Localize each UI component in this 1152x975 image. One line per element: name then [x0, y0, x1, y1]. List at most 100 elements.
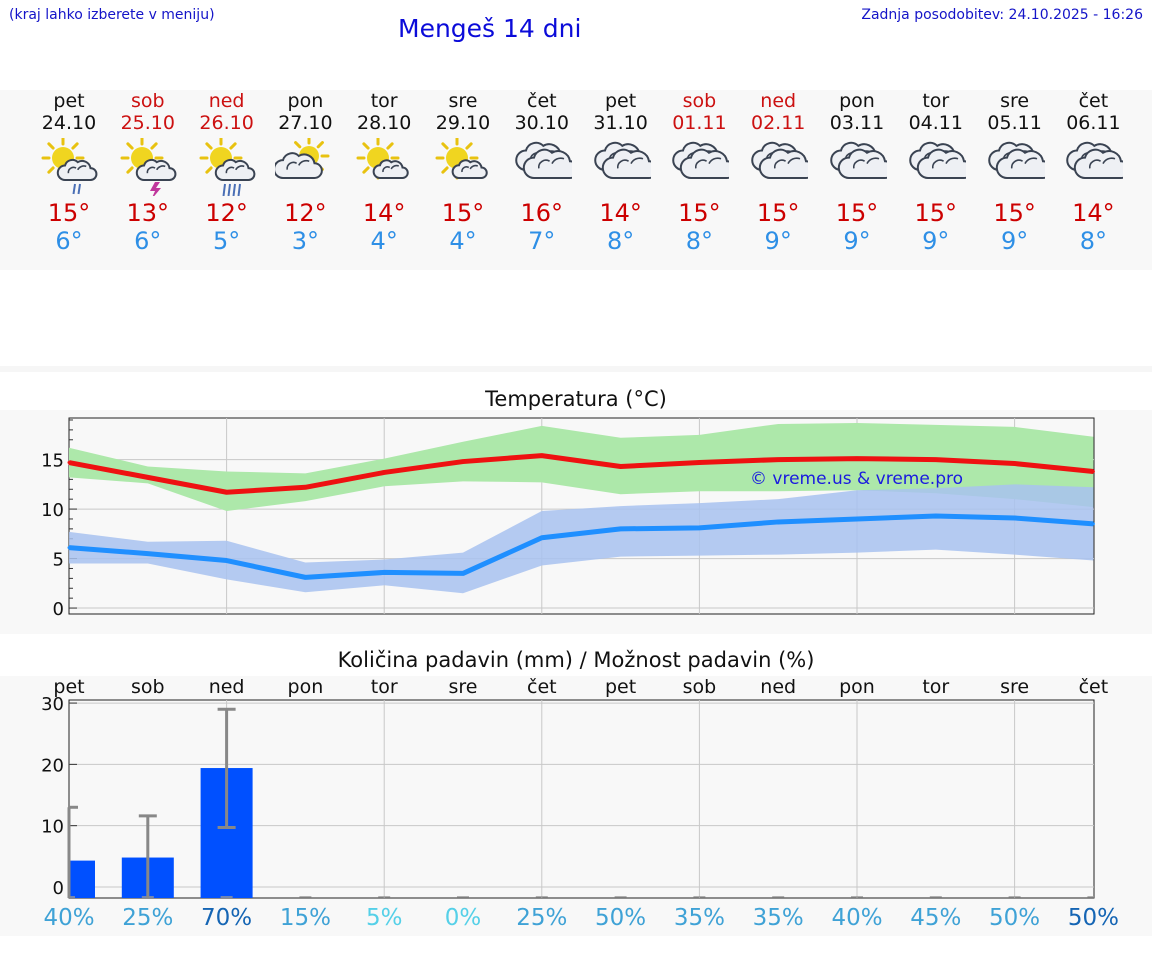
temp-max-point — [382, 470, 386, 474]
rain-day-label: ned — [209, 676, 245, 698]
page-title: Mengeš 14 dni — [398, 14, 582, 43]
precipitation-chart-title: Količina padavin (mm) / Možnost padavin … — [337, 648, 815, 672]
precipitation-probability: 25% — [516, 905, 568, 931]
max-temp: 14° — [1072, 199, 1115, 227]
rain-day-label: sob — [683, 676, 717, 698]
min-temp: 6° — [55, 227, 83, 255]
temp-min-point — [540, 536, 544, 540]
day-date: 24.10 — [41, 112, 97, 134]
min-temp: 8° — [685, 227, 714, 255]
precipitation-probability: 50% — [1067, 905, 1119, 931]
temp-min-point — [146, 552, 150, 556]
day-date: 03.11 — [829, 112, 885, 134]
precipitation-probability: 50% — [989, 905, 1041, 931]
day-date: 29.10 — [435, 112, 491, 134]
temp-max-point — [540, 454, 544, 458]
temp-max-point — [303, 485, 307, 489]
forecast-band — [0, 90, 1152, 270]
sun-small-cloud-icon — [435, 138, 488, 180]
rain-day-label: ned — [760, 676, 796, 698]
day-date: 31.10 — [593, 112, 648, 134]
sun-cloud-heavy-rain-icon — [199, 138, 256, 196]
day-name: pet — [604, 90, 637, 112]
cloudy-icon — [593, 141, 651, 179]
max-temp: 15° — [914, 199, 958, 227]
rain-tick-label: 30 — [41, 694, 64, 715]
chart-watermark: © vreme.us & vreme.pro — [750, 469, 963, 489]
temp-max-point — [776, 458, 780, 462]
rain-day-label: sre — [1000, 676, 1029, 698]
temp-min-point — [303, 575, 307, 579]
precipitation-probability: 35% — [752, 905, 804, 931]
min-temp: 4° — [449, 227, 477, 255]
cloudy-icon — [909, 141, 966, 179]
day-date: 01.11 — [672, 112, 727, 134]
max-temp: 15° — [47, 199, 91, 227]
max-temp: 14° — [599, 199, 642, 227]
rain-day-label: pet — [53, 676, 84, 698]
day-name: ned — [760, 90, 797, 112]
precipitation-probability: 45% — [910, 905, 962, 931]
min-temp: 7° — [528, 227, 556, 255]
day-date: 05.11 — [987, 112, 1042, 134]
rain-day-label: tor — [371, 676, 398, 698]
last-updated: Zadnja posodobitev: 24.10.2025 - 16:26 — [861, 7, 1143, 23]
max-temp: 15° — [678, 199, 721, 227]
rain-bar — [69, 860, 95, 898]
day-date: 04.11 — [908, 112, 963, 134]
rain-day-label: sre — [449, 676, 478, 698]
rain-tick-label: 10 — [41, 817, 64, 838]
max-temp: 15° — [441, 199, 485, 227]
cloudy-icon — [1066, 141, 1124, 179]
sun-storm-icon — [120, 138, 177, 196]
day-name: pet — [53, 90, 85, 112]
location-menu-hint[interactable]: (kraj lahko izberete v meniju) — [9, 7, 215, 23]
min-temp: 4° — [370, 227, 398, 255]
rain-day-label: pet — [605, 676, 636, 698]
temp-min-point — [619, 527, 623, 531]
max-temp: 12° — [284, 199, 327, 227]
temp-min-point — [855, 517, 859, 521]
max-temp: 13° — [126, 199, 170, 227]
max-temp: 15° — [835, 199, 879, 227]
precipitation-probability: 15% — [279, 905, 331, 931]
rain-tick-label: 20 — [41, 755, 64, 776]
day-date: 28.10 — [356, 112, 412, 134]
temp-tick-label: 15 — [41, 451, 64, 472]
temp-min-point — [225, 559, 229, 563]
day-date: 26.10 — [199, 112, 254, 134]
day-name: pon — [287, 90, 324, 112]
day-name: sre — [448, 90, 478, 112]
temp-min-point — [1013, 516, 1017, 520]
max-temp: 14° — [362, 199, 406, 227]
rain-day-label: pon — [839, 676, 875, 698]
min-temp: 6° — [134, 227, 162, 255]
day-date: 30.10 — [514, 112, 569, 134]
temp-tick-label: 0 — [53, 599, 64, 620]
rain-day-label: čet — [527, 676, 557, 698]
temp-min-line — [68, 513, 1094, 580]
temp-max-point — [697, 461, 701, 465]
cloudy-icon — [672, 141, 730, 179]
day-name: sob — [131, 90, 165, 112]
temp-max-line — [68, 453, 1094, 495]
sun-small-cloud-icon — [356, 138, 409, 180]
day-name: sre — [1000, 90, 1030, 112]
sun-cloud-rain-icon — [41, 138, 98, 195]
temp-max-point — [225, 490, 229, 494]
precipitation-probability: 70% — [201, 905, 253, 931]
day-name: čet — [1078, 90, 1109, 112]
precipitation-probability: 25% — [122, 905, 174, 931]
max-temp: 15° — [756, 199, 800, 227]
min-temp: 3° — [291, 227, 320, 255]
temp-max-point — [67, 461, 71, 465]
max-temp: 12° — [205, 199, 248, 227]
precipitation-probability: 35% — [673, 905, 725, 931]
temp-max-point — [461, 460, 465, 464]
day-date: 25.10 — [120, 112, 175, 134]
day-name: pon — [839, 90, 875, 112]
min-temp: 5° — [212, 227, 241, 255]
temp-min-point — [1091, 522, 1095, 526]
day-name: čet — [527, 90, 557, 112]
